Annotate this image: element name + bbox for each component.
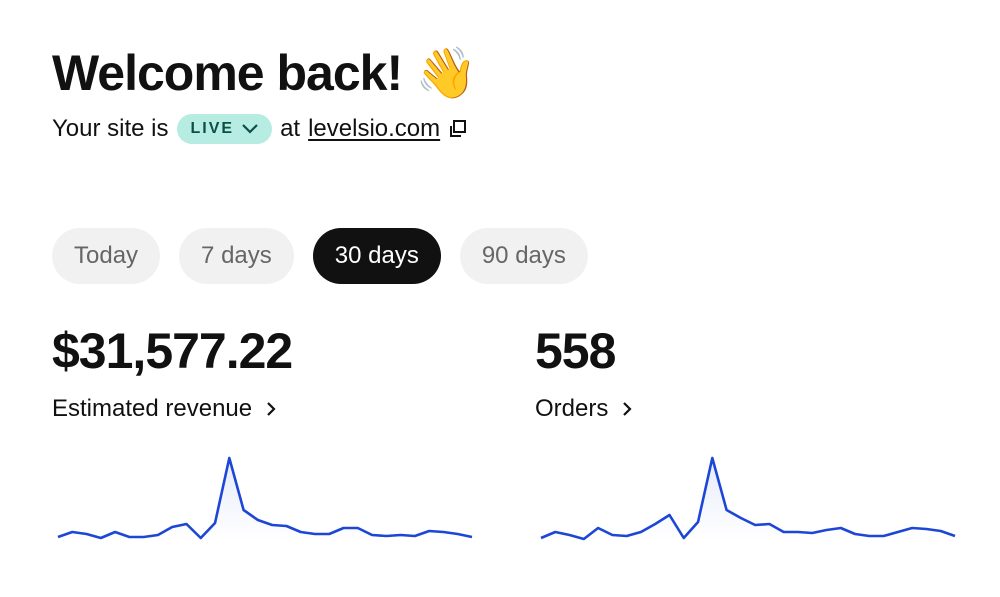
title: Welcome back! 👋: [52, 45, 477, 101]
sparkline-line: [540, 456, 956, 541]
sparkline: [540, 456, 956, 541]
sparkline-area: [541, 458, 955, 540]
chevron-path: [623, 402, 632, 416]
sparkline-area: [58, 458, 472, 540]
status-text: LIVE: [190, 120, 235, 137]
status-row: Your site is LIVE at levelsio.com: [52, 114, 468, 144]
chevron-right: [267, 402, 276, 416]
status-prefix: Your site is: [52, 115, 169, 142]
chevron-right: [623, 402, 632, 416]
status-badge[interactable]: LIVE: [176, 114, 273, 144]
metric-label: Estimated revenue: [52, 395, 253, 422]
status-joiner: at: [280, 115, 301, 142]
metric-link[interactable]: Orders: [535, 395, 632, 423]
range-tabs: Today 7 days 30 days 90 days: [52, 228, 588, 284]
metric-value: $31,577.22: [52, 323, 293, 379]
site-link[interactable]: levelsio.com: [308, 115, 441, 142]
sparkline-line: [57, 456, 473, 540]
range-tab[interactable]: 7 days: [179, 228, 294, 284]
metric-value: 558: [535, 323, 616, 379]
metric-link[interactable]: Estimated revenue: [52, 395, 276, 423]
range-tab[interactable]: 90 days: [459, 228, 588, 284]
chevron-down: [242, 124, 258, 134]
metric-label: Orders: [535, 395, 609, 422]
sparkline: [57, 456, 473, 540]
range-tab[interactable]: 30 days: [312, 228, 441, 284]
range-tab[interactable]: Today: [52, 228, 161, 284]
external-link-icon[interactable]: [448, 119, 468, 139]
chevron-path: [267, 402, 276, 416]
